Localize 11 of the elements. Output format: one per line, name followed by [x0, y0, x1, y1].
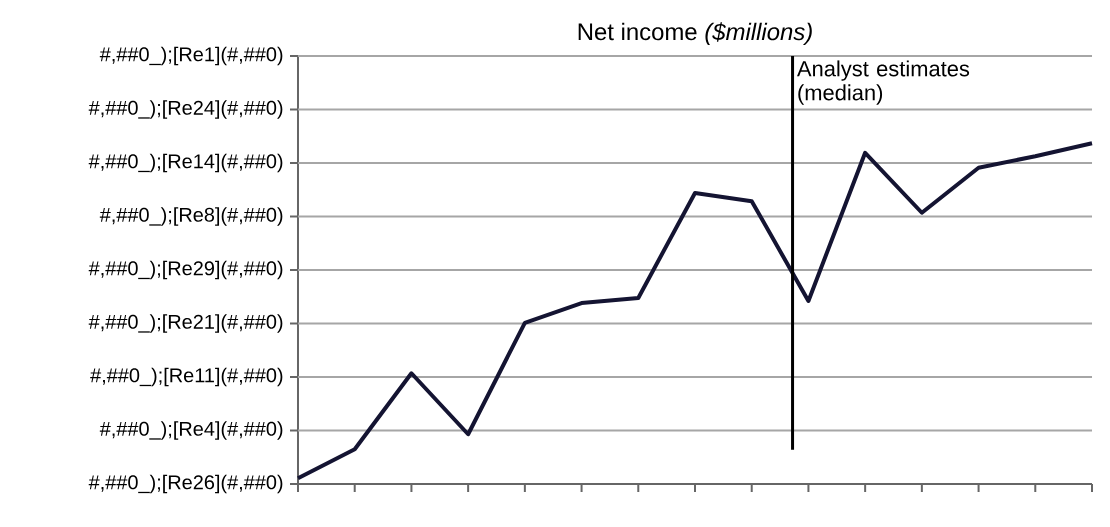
text: #,##0_);[Re4](#,##0) — [99, 421, 283, 440]
text: #,##0_);[Re14](#,##0) — [88, 153, 283, 173]
text: Analyst estimates (median) — [796, 60, 970, 105]
chart-title: Net income ($millions) — [578, 22, 812, 45]
text: #,##0_);[Re11](#,##0) — [90, 367, 283, 387]
text: #,##0_);[Re29](#,##0) — [88, 260, 283, 280]
text: #,##0_);[Re26](#,##0) — [88, 474, 283, 494]
text: #,##0_);[Re8](#,##0) — [99, 207, 283, 226]
text: #,##0_);[Re1](#,##0) — [99, 46, 283, 66]
text: #,##0_);[Re24](#,##0) — [88, 100, 283, 119]
text: #,##0_);[Re21](#,##0) — [88, 314, 283, 333]
